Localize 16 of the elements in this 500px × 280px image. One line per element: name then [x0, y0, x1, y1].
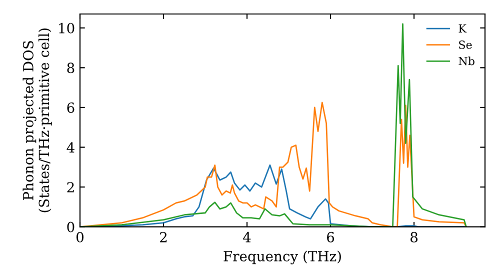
x-tick-label: 6: [327, 232, 334, 242]
legend-label: Se: [459, 40, 472, 49]
y-tick-label: 4: [66, 142, 74, 153]
legend-label: K: [458, 24, 467, 32]
y-tick-label: 6: [67, 102, 74, 113]
x-tick-label: 8: [410, 232, 418, 242]
legend-label: Nb: [458, 56, 474, 66]
y-tick-label: 0: [67, 222, 74, 232]
x-axis-title: Frequency (THz): [224, 250, 341, 264]
x-tick-label: 2: [160, 232, 167, 242]
x-tick-label: 4: [243, 232, 251, 242]
x-tick-label: 0: [76, 232, 84, 242]
y-tick-label: 2: [67, 182, 74, 192]
y-tick-label: 10: [59, 22, 74, 34]
y-axis-title: Phonon projected DOS (States/THz·primitive cell): [22, 28, 52, 212]
y-tick-label: 8: [67, 62, 74, 74]
